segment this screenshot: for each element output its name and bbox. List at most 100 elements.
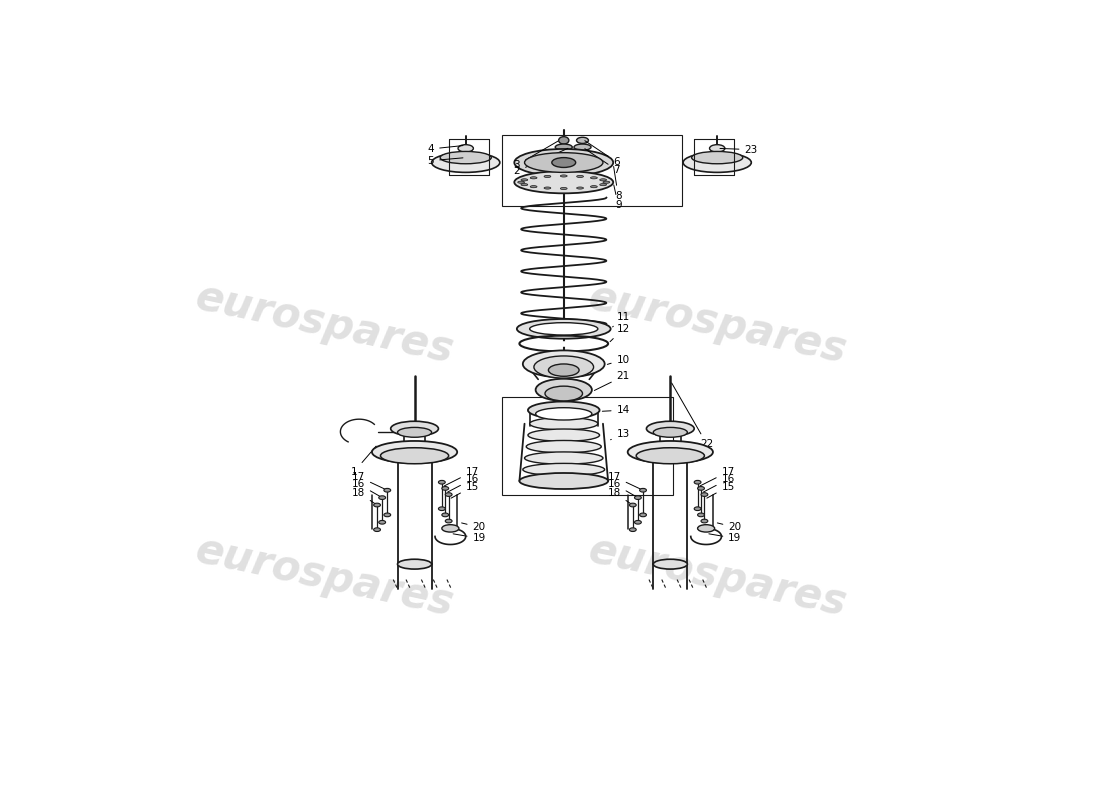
Ellipse shape [694,507,701,510]
Text: 19: 19 [453,534,486,543]
Text: eurospares: eurospares [584,529,850,624]
Text: 20: 20 [717,522,741,532]
Ellipse shape [701,519,707,523]
Ellipse shape [653,427,688,438]
Ellipse shape [374,528,381,531]
Ellipse shape [378,496,386,499]
Ellipse shape [653,559,688,569]
Ellipse shape [576,138,588,143]
Text: 2: 2 [514,148,568,176]
Ellipse shape [530,186,537,188]
Ellipse shape [629,528,636,531]
Text: 4: 4 [428,144,463,154]
Ellipse shape [603,181,609,183]
Ellipse shape [694,480,701,484]
Text: 10: 10 [607,354,629,365]
Ellipse shape [560,187,568,190]
Ellipse shape [442,486,449,490]
Ellipse shape [442,513,449,517]
Ellipse shape [521,183,528,186]
Ellipse shape [374,503,381,507]
Text: 15: 15 [707,482,735,498]
Ellipse shape [628,441,713,463]
Ellipse shape [390,422,439,436]
Ellipse shape [639,488,647,492]
Ellipse shape [384,488,390,492]
Ellipse shape [534,356,594,378]
Ellipse shape [521,178,528,181]
Ellipse shape [446,519,452,523]
Ellipse shape [530,322,598,335]
Ellipse shape [639,513,647,517]
Ellipse shape [697,525,715,532]
Ellipse shape [701,493,707,496]
Ellipse shape [528,429,600,442]
Ellipse shape [528,402,600,418]
Text: 8: 8 [614,166,622,201]
Text: 1: 1 [351,446,376,477]
Ellipse shape [526,441,602,453]
Ellipse shape [549,364,579,376]
Ellipse shape [536,408,592,420]
Text: 11: 11 [613,311,630,327]
Ellipse shape [519,473,608,489]
Bar [502,135,682,206]
Text: 9: 9 [614,185,622,210]
Ellipse shape [522,350,605,378]
Text: eurospares: eurospares [192,276,458,372]
Ellipse shape [692,151,742,164]
Text: 19: 19 [708,534,741,543]
Ellipse shape [458,145,473,152]
Text: 3: 3 [514,141,558,170]
Ellipse shape [552,158,575,167]
Ellipse shape [439,480,446,484]
Text: 17: 17 [607,472,640,489]
Ellipse shape [636,448,704,464]
Ellipse shape [544,175,551,178]
Text: eurospares: eurospares [584,276,850,372]
Ellipse shape [439,507,446,510]
Ellipse shape [697,513,704,517]
Text: 7: 7 [585,149,619,175]
Text: 16: 16 [704,474,735,492]
Ellipse shape [576,187,583,189]
Text: 15: 15 [451,482,478,498]
Text: 17: 17 [352,472,385,489]
Ellipse shape [384,513,390,517]
Ellipse shape [378,521,386,524]
Text: 14: 14 [603,405,630,415]
Ellipse shape [522,463,605,476]
Text: 13: 13 [610,429,630,440]
Ellipse shape [525,153,603,172]
Ellipse shape [525,452,603,464]
Ellipse shape [521,475,606,487]
Text: 5: 5 [428,156,463,166]
Ellipse shape [697,486,704,490]
Ellipse shape [560,175,568,177]
Ellipse shape [576,175,583,178]
Ellipse shape [591,186,597,188]
Ellipse shape [381,448,449,464]
Ellipse shape [574,144,591,150]
Ellipse shape [397,559,431,569]
Ellipse shape [683,153,751,172]
Ellipse shape [710,145,725,152]
Ellipse shape [431,153,499,172]
Text: 23: 23 [720,145,758,154]
Ellipse shape [446,493,452,496]
Ellipse shape [442,525,459,532]
Ellipse shape [559,137,569,144]
Ellipse shape [515,171,613,194]
Text: 12: 12 [610,324,630,342]
Ellipse shape [518,181,525,183]
Ellipse shape [515,149,613,176]
Text: 6: 6 [585,141,619,167]
Text: 21: 21 [594,371,630,390]
Text: 16: 16 [448,474,478,492]
Ellipse shape [544,187,551,189]
Text: 20: 20 [462,522,486,532]
Ellipse shape [440,151,492,164]
Ellipse shape [530,418,598,430]
Text: 16: 16 [607,479,636,496]
Ellipse shape [530,177,537,179]
